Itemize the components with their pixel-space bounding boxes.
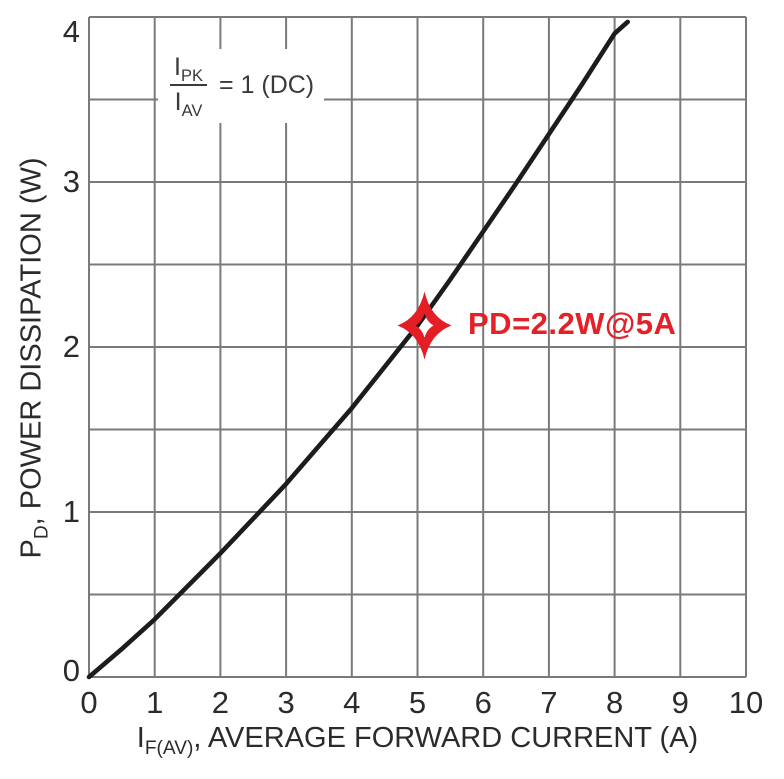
ratio-numerator: IPK <box>170 53 207 86</box>
x-tick-label: 3 <box>277 685 295 720</box>
x-tick-label: 0 <box>80 685 98 720</box>
y-tick-label: 2 <box>62 329 80 364</box>
x-tick-label: 9 <box>671 685 689 720</box>
y-tick-label: 3 <box>62 164 80 199</box>
y-tick-label: 4 <box>62 14 80 49</box>
x-tick-label: 7 <box>540 685 558 720</box>
ratio-fraction: IPK IAV <box>170 53 207 120</box>
ratio-denominator: IAV <box>174 88 203 120</box>
dissipation-curve <box>86 19 630 680</box>
marker-label: PD=2.2W@5A <box>468 306 677 341</box>
y-axis-title: PD, POWER DISSIPATION (W) <box>15 157 53 559</box>
y-tick-label: 0 <box>62 653 80 688</box>
x-tick-label: 4 <box>343 685 361 720</box>
x-tick-label: 10 <box>728 685 764 720</box>
ratio-annotation: IPK IAV = 1 (DC) <box>158 49 325 123</box>
x-tick-label: 8 <box>605 685 624 720</box>
x-axis-title: IF(AV), AVERAGE FORWARD CURRENT (A) <box>136 722 699 759</box>
x-tick-label: 1 <box>146 685 164 720</box>
marker-star-icon <box>397 291 452 360</box>
x-tick-label: 6 <box>474 685 492 720</box>
y-tick-label: 1 <box>62 494 80 529</box>
x-tick-label: 5 <box>408 685 427 720</box>
ratio-condition-text: = 1 (DC) <box>218 70 315 99</box>
x-tick-label: 2 <box>211 685 230 720</box>
